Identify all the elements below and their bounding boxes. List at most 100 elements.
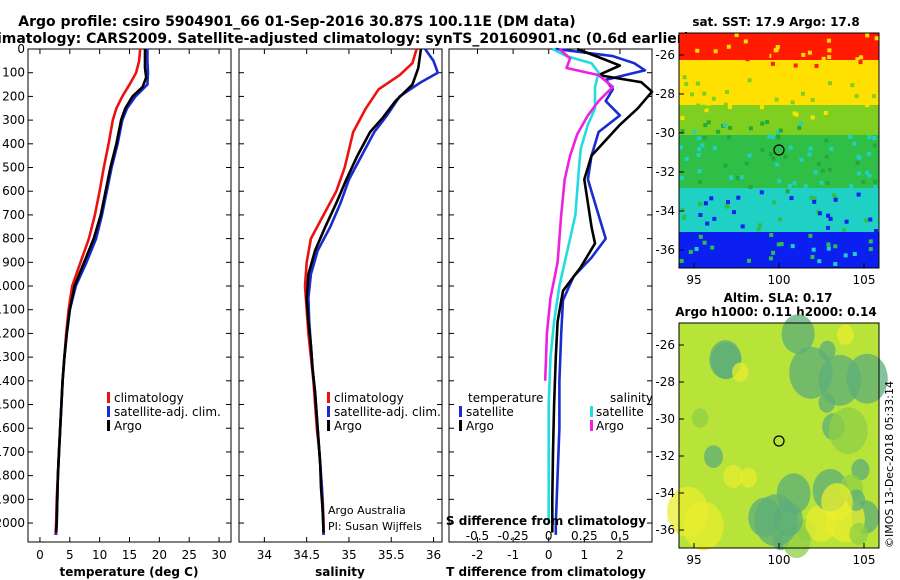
difference-panel-frame [448,48,653,543]
sst-pixel [679,145,683,150]
map-xtick-label: 100 [768,273,791,287]
legend-label-climatology: climatology [114,391,184,405]
sst-pixel [811,46,816,51]
sst-pixel [690,92,695,97]
sst-pixel [723,102,728,107]
sst-pixel [696,103,701,108]
ytick-label: 400 [2,137,25,151]
series-line-satellite-adj-clim- [54,49,150,535]
sst-pixel [765,53,770,58]
legend-label-satellite: satellite-adj. clim. [334,405,441,419]
sst-pixel [776,129,781,134]
sst-pixel [767,134,772,139]
sst-band-cold [679,232,879,268]
map-xtick-label: 95 [686,553,701,567]
sla-blobs [667,314,888,558]
sst-pixel [766,236,770,241]
map-ytick-label: -26 [655,48,675,62]
sst-pixel [808,233,813,238]
sla-anomaly-blob [849,522,868,546]
sst-pixel [679,85,684,90]
xtick-label: 0 [36,548,44,562]
xtick-label: 20 [152,548,167,562]
ytick-label: 800 [2,232,25,246]
map-ytick-label: -36 [655,523,675,537]
sst-pixel [727,88,732,93]
sst-pixel [723,163,728,168]
ytick-label: 600 [2,184,25,198]
title-line1: Argo profile: csiro 5904901_66 01-Sep-20… [18,14,575,30]
sst-pixel [808,146,813,151]
temperature-axes: 0100200300400500600700800900100011001200… [0,42,231,562]
sst-pixel [760,239,765,244]
sst-pixel [694,247,699,251]
sst-pixel [704,108,709,113]
sst-pixel [855,161,860,165]
xtick-label: 34.5 [293,548,320,562]
ytick-label: 1600 [0,421,25,435]
map-ytick-label: -34 [655,204,675,218]
sst-pixel [778,128,783,133]
sst-pixel [697,147,702,152]
xtick-label: 35.5 [378,548,405,562]
sst-pixel [861,180,866,185]
xtick-label: -2 [472,548,484,562]
sst-pixel [689,118,694,123]
sst-pixel [692,129,697,134]
sst-pixel [873,179,877,184]
sst-pixel [841,72,846,76]
sst-pixel [756,227,761,232]
series-line-argo [54,49,148,533]
argo-float-marker [773,144,785,156]
sst-pixel [777,179,782,184]
sst-pixel [776,242,781,247]
sst-pixel [755,75,760,80]
series-line-s-satellite [547,47,600,523]
sst-pixel [712,145,717,150]
sst-pixel [853,112,858,117]
sst-pixel [802,118,807,123]
sla-map-axes: -26 -28 -30 -32 -34 -36 95 100 105 [655,338,875,567]
sst-pixel [734,33,739,37]
series-line-t-argo [550,47,654,533]
sst-pixel [868,217,873,222]
sla-anomaly-blob [828,407,868,455]
sst-pixel [770,61,775,66]
sst-pixel [826,213,831,218]
sst-pixel [757,95,761,100]
sst-pixel [797,125,802,130]
sst-pixel [765,50,770,55]
sst-pixel [740,224,745,229]
ytick-label: 1800 [0,469,25,483]
sst-pixel [726,135,731,140]
sst-pixel [819,180,824,185]
sst-pixel [768,256,773,261]
sst-pixel [760,121,765,126]
sst-pixel [833,97,837,102]
sst-map [678,32,880,269]
top-xtick-label: 0.25 [571,529,598,543]
sst-pixel [826,38,831,43]
legend-swatch-s-satellite [590,406,593,417]
sst-pixel [702,240,707,245]
ytick-label: 1000 [0,279,25,293]
sst-pixel [867,173,872,178]
sst-pixel [776,135,781,140]
legend-label-t-satellite: satellite [466,405,514,419]
sst-pixel [724,203,729,208]
legend-label-t-argo: Argo [466,419,494,433]
sst-pixel [872,143,877,148]
sst-pixel [710,245,715,250]
sst-pixel [756,235,761,239]
sst-pixel [747,78,752,83]
sst-pixel [859,55,864,60]
ytick-label: 1700 [0,445,25,459]
sst-pixel [856,192,861,197]
sst-pixel [700,143,705,148]
sst-pixel [787,183,792,188]
sla-anomaly-blob [851,458,870,481]
sst-pixel [682,75,687,80]
sla-anomaly-blob [732,362,749,382]
sst-pixel [867,135,872,140]
sst-pixel [688,249,693,254]
